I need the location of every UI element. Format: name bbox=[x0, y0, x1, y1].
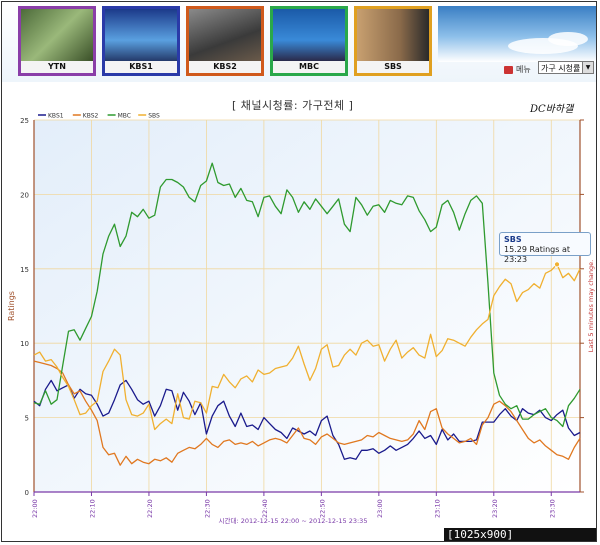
banner-image bbox=[438, 6, 596, 62]
legend-label: KBS1 bbox=[48, 113, 64, 120]
channel-thumb-ytn[interactable]: YTN bbox=[18, 6, 96, 76]
channel-label: KBS1 bbox=[105, 61, 177, 73]
channel-thumb-mbc[interactable]: MBC bbox=[270, 6, 348, 76]
sbs-thumbnail-image bbox=[357, 9, 429, 61]
kbs1-thumbnail-image bbox=[105, 9, 177, 61]
image-caption: [1025x900] http://uplc.me/ bbox=[444, 528, 596, 541]
menu-label: 메뉴 bbox=[516, 65, 531, 74]
audience-select-value: 가구 시청률 bbox=[541, 64, 581, 73]
channel-label: YTN bbox=[21, 61, 93, 73]
legend-label: MBC bbox=[118, 113, 131, 120]
channel-thumb-sbs[interactable]: SBS bbox=[354, 6, 432, 76]
x-tick-label: 22:50 bbox=[318, 499, 326, 518]
mbc-thumbnail-image bbox=[273, 9, 345, 61]
channel-label: SBS bbox=[357, 61, 429, 73]
y-tick-label: 10 bbox=[20, 340, 29, 348]
y-axis-title: Ratings bbox=[7, 291, 16, 321]
series-line-kbs2 bbox=[33, 360, 581, 466]
channel-label: MBC bbox=[273, 61, 345, 73]
ytn-thumbnail-image bbox=[21, 9, 93, 61]
x-tick-label: 22:10 bbox=[88, 499, 96, 518]
channel-thumb-kbs2[interactable]: KBS2 bbox=[186, 6, 264, 76]
chevron-down-icon: ▼ bbox=[582, 62, 593, 73]
plot-area bbox=[34, 120, 580, 492]
audience-select[interactable]: 가구 시청률 ▼ bbox=[538, 61, 594, 74]
tooltip-marker bbox=[554, 261, 560, 268]
x-tick-label: 23:00 bbox=[376, 499, 384, 518]
channel-label: KBS2 bbox=[189, 61, 261, 73]
x-tick-label: 22:40 bbox=[261, 499, 269, 518]
kbs2-thumbnail-image bbox=[189, 9, 261, 61]
y-tick-label: 15 bbox=[20, 266, 29, 274]
x-tick-label: 23:20 bbox=[491, 499, 499, 518]
x-tick-label: 22:30 bbox=[203, 499, 211, 518]
x-axis-title: 시간대: 2012-12-15 22:00 ~ 2012-12-15 23:35 bbox=[219, 516, 368, 525]
x-tick-label: 22:00 bbox=[31, 499, 39, 518]
y-tick-label: 25 bbox=[20, 117, 29, 125]
x-tick-label: 23:10 bbox=[433, 499, 441, 518]
chart-tooltip: SBS 15.29 Ratings at 23:23 bbox=[499, 232, 591, 264]
y-tick-label: 0 bbox=[25, 489, 29, 497]
chart-title: [ 채널시청률: 가구전체 ] bbox=[232, 99, 354, 112]
channel-thumb-kbs1[interactable]: KBS1 bbox=[102, 6, 180, 76]
x-tick-label: 23:30 bbox=[548, 499, 556, 518]
book-icon bbox=[504, 65, 513, 74]
menu-link[interactable]: 메뉴 bbox=[504, 64, 531, 75]
x-tick-label: 22:20 bbox=[146, 499, 154, 518]
y-tick-label: 5 bbox=[25, 415, 29, 423]
series-line-kbs1 bbox=[33, 379, 581, 460]
legend-label: SBS bbox=[148, 113, 160, 120]
legend-label: KBS2 bbox=[83, 113, 99, 120]
tooltip-series: SBS bbox=[504, 235, 522, 244]
series-line-sbs bbox=[33, 263, 581, 431]
series-line-mbc bbox=[33, 162, 581, 428]
y2-axis-title: Last 5 minutes may change. bbox=[587, 260, 595, 352]
tooltip-text: 15.29 Ratings at 23:23 bbox=[504, 245, 570, 264]
y-tick-label: 20 bbox=[20, 191, 29, 199]
watermark-text: DC바하갤 bbox=[530, 104, 574, 115]
